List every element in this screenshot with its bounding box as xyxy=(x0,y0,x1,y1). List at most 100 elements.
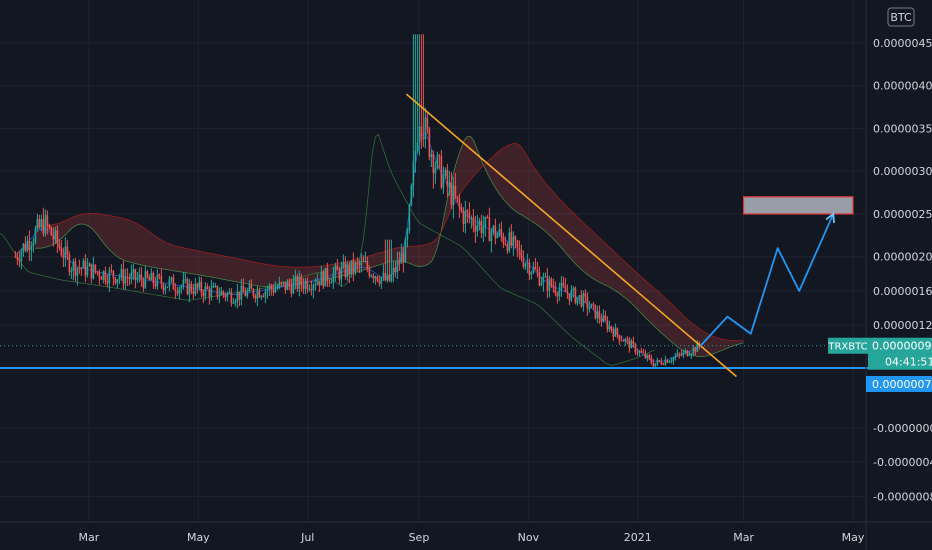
candle-body xyxy=(66,246,69,255)
ichimoku-lagging-line xyxy=(0,133,655,366)
candle-body xyxy=(154,283,157,287)
candle-body xyxy=(568,293,571,301)
candle-body xyxy=(580,295,583,307)
candle-body xyxy=(534,266,537,270)
candle-body xyxy=(98,272,101,278)
candle-body xyxy=(116,279,119,284)
candle-body xyxy=(44,215,47,234)
candle-body xyxy=(462,210,465,224)
y-tick-label: 0.00000120 xyxy=(873,319,932,332)
candle-body xyxy=(222,291,225,295)
candle-body xyxy=(158,274,161,277)
candle-body xyxy=(484,216,487,227)
candle-body xyxy=(160,276,163,284)
candle-body xyxy=(114,277,117,284)
candle-body xyxy=(374,276,377,279)
candle-body xyxy=(352,260,355,272)
candle-body xyxy=(602,315,605,322)
candle-body xyxy=(22,243,25,252)
candle-body xyxy=(30,246,33,251)
candle-body xyxy=(404,239,407,263)
candle-body xyxy=(36,218,39,229)
candle-body xyxy=(194,283,197,294)
candle-body xyxy=(640,350,643,353)
candle-body xyxy=(342,262,345,268)
candle-body xyxy=(478,220,481,226)
candle-body xyxy=(110,270,113,272)
candle-body xyxy=(306,281,309,290)
candle-body xyxy=(32,242,35,247)
candle-body xyxy=(566,291,569,294)
candle-body xyxy=(494,225,497,238)
candle-body xyxy=(370,275,373,277)
candle-body xyxy=(440,156,443,188)
candle-body xyxy=(618,335,621,341)
candle-body xyxy=(598,311,601,319)
candle-body xyxy=(398,260,401,264)
candle-body xyxy=(620,340,623,342)
candle-body xyxy=(460,206,463,211)
candle-body xyxy=(492,225,495,232)
candle-body xyxy=(412,161,415,186)
candle-body xyxy=(60,247,63,256)
candle-body xyxy=(340,267,343,280)
candle-body xyxy=(296,276,299,289)
candle-body xyxy=(82,260,85,269)
candle-body xyxy=(102,271,105,280)
candle-body xyxy=(554,287,557,294)
last-price-value: 0.00000096 xyxy=(872,340,932,353)
candle-body xyxy=(454,185,457,197)
candle-body xyxy=(220,291,223,296)
candle-body xyxy=(656,360,659,364)
candle-body xyxy=(520,250,523,260)
candle-body xyxy=(488,217,491,242)
candle-body xyxy=(464,210,467,224)
candle-body xyxy=(362,261,365,263)
candle-body xyxy=(248,285,251,291)
bar-countdown: 04:41:51 xyxy=(885,356,932,369)
candle-body xyxy=(268,286,271,290)
candle-body xyxy=(244,292,247,297)
candle-body xyxy=(34,228,37,243)
candle-body xyxy=(256,290,259,299)
candle-body xyxy=(650,357,653,363)
candle-body xyxy=(38,218,41,227)
candle-body xyxy=(218,295,221,297)
x-tick-label: Nov xyxy=(518,531,540,544)
candle-body xyxy=(96,271,99,273)
candle-body xyxy=(378,280,381,284)
candle-body xyxy=(636,352,639,354)
candle-body xyxy=(506,244,509,251)
candle-body xyxy=(696,343,699,352)
candle-body xyxy=(200,281,203,293)
downtrend-line[interactable] xyxy=(405,93,737,378)
candle-body xyxy=(204,286,207,297)
candle-body xyxy=(390,274,393,281)
candle-body xyxy=(634,343,637,353)
candle-body xyxy=(556,293,559,297)
target-zone-box[interactable] xyxy=(742,196,854,215)
projection-path[interactable] xyxy=(699,213,835,347)
candle-body xyxy=(406,230,409,240)
candle-body xyxy=(196,283,199,288)
candle-body xyxy=(168,279,171,287)
candle-body xyxy=(610,326,613,331)
candle-body xyxy=(502,235,505,244)
candle-body xyxy=(260,296,263,298)
candle-body xyxy=(298,276,301,289)
candle-body xyxy=(380,277,383,284)
candle-body xyxy=(614,328,617,337)
currency-button[interactable] xyxy=(887,7,915,27)
candle-body xyxy=(350,260,353,275)
candle-body xyxy=(354,262,357,272)
candle-body xyxy=(180,286,183,289)
candle-body xyxy=(42,219,45,234)
candle-body xyxy=(678,353,681,355)
candle-body xyxy=(312,285,315,291)
candle-body xyxy=(294,276,297,282)
candle-body xyxy=(446,169,449,186)
